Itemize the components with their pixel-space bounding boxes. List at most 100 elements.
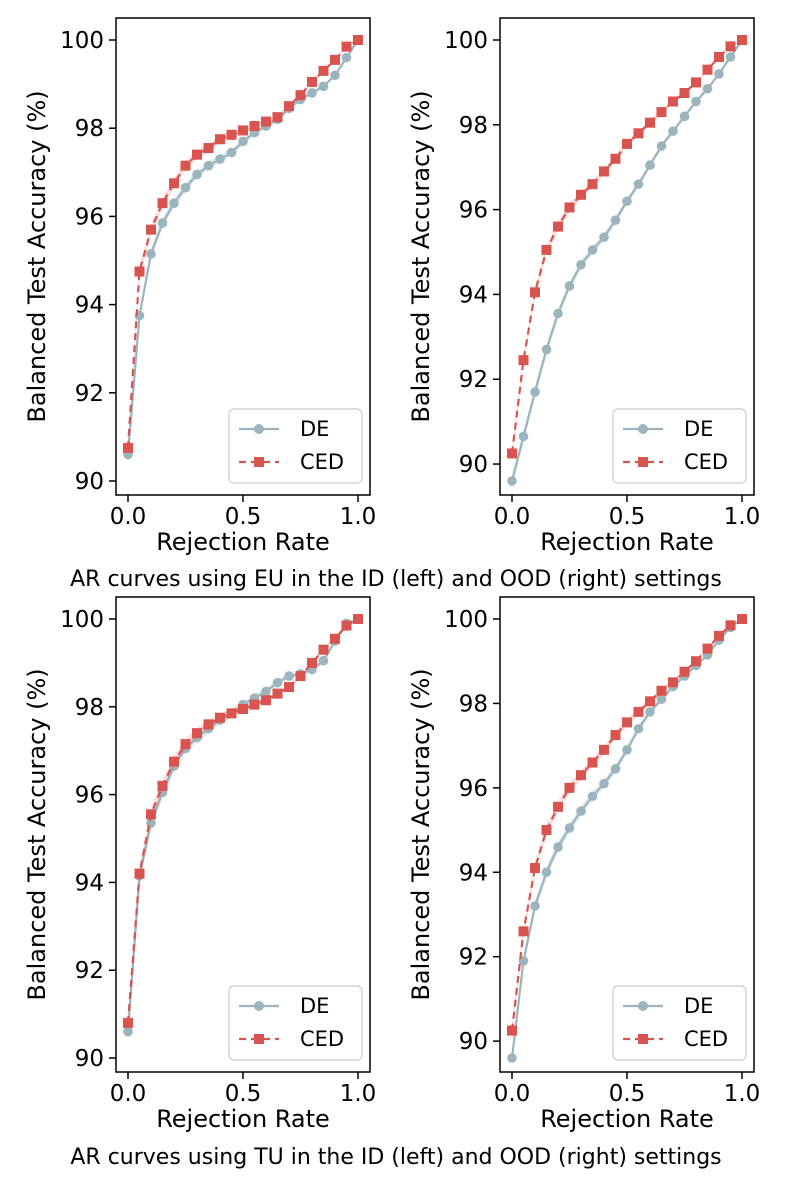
data-point-ced [203, 143, 214, 154]
data-point-ced [610, 730, 621, 741]
y-axis-title: Balanced Test Accuracy (%) [407, 90, 435, 422]
confidence-band-de [128, 619, 358, 1039]
data-point-de [656, 141, 667, 151]
panel-2: 90 92 94 96 98 100 0.0 0.5 1.0 Rejection Rate Bala… [407, 17, 760, 556]
data-point-ced [633, 128, 644, 139]
data-point-ced [169, 178, 179, 189]
data-point-ced [553, 221, 563, 232]
data-point-ced [599, 166, 609, 177]
data-point-ced [134, 868, 145, 879]
y-tick-label: 98 [75, 116, 104, 142]
data-point-de [307, 88, 317, 98]
data-point-ced [261, 695, 271, 706]
y-tick-label: 96 [459, 776, 488, 802]
data-point-de [192, 169, 202, 180]
legend: DE CED [612, 985, 747, 1061]
data-point-ced [295, 90, 306, 101]
x-tick-label: 0.5 [609, 504, 646, 530]
data-point-de [599, 778, 609, 789]
series-de [507, 35, 747, 487]
data-point-ced [192, 149, 202, 160]
legend: DE CED [228, 408, 363, 484]
y-tick-label: 92 [459, 367, 488, 393]
y-tick-label: 94 [75, 293, 104, 319]
legend-marker-de [254, 424, 264, 434]
data-point-ced [353, 35, 363, 45]
y-axis-title: Balanced Test Accuracy (%) [23, 668, 51, 1000]
data-point-de [530, 901, 540, 911]
y-tick-label: 90 [75, 1046, 104, 1072]
y-tick-label: 90 [459, 1029, 488, 1055]
y-tick-label: 98 [459, 691, 488, 717]
panel-4: 90 92 94 96 98 100 0.0 0.5 1.0 Rejection Rate Bala… [407, 596, 761, 1133]
legend-label-de: DE [684, 417, 713, 441]
x-tick-label: 0.0 [110, 1081, 147, 1107]
data-point-ced [679, 666, 690, 677]
legend-label-ced: CED [300, 450, 344, 474]
data-point-ced [691, 77, 701, 88]
data-point-ced [157, 780, 168, 791]
y-tick-label: 94 [459, 282, 488, 308]
series-de [123, 614, 363, 1039]
legend-marker-de [638, 424, 648, 434]
data-point-de [203, 160, 214, 171]
data-point-de [272, 677, 283, 688]
data-point-de [507, 476, 517, 486]
data-point-ced [656, 685, 667, 696]
data-point-de [576, 806, 586, 816]
legend-label-de: DE [684, 994, 713, 1018]
x-tick-label: 0.5 [225, 504, 262, 530]
data-point-ced [261, 116, 271, 127]
data-point-ced [587, 179, 598, 190]
data-point-ced [284, 101, 294, 112]
series-ced [507, 614, 747, 1038]
y-tick-label: 96 [75, 204, 104, 230]
data-point-ced [318, 644, 329, 655]
data-point-ced [714, 51, 724, 62]
data-point-ced [702, 64, 713, 75]
data-point-de [318, 655, 329, 666]
data-point-ced [656, 107, 667, 118]
data-point-ced [507, 448, 517, 459]
y-axis-title: Balanced Test Accuracy (%) [407, 668, 435, 1000]
data-point-ced [157, 198, 168, 209]
data-point-ced [123, 1017, 133, 1028]
data-point-ced [702, 643, 713, 654]
legend-marker-de [254, 1001, 264, 1011]
panel-3: 90 92 94 96 98 100 0.0 0.5 1.0 Rejection Rate Bala… [23, 596, 376, 1133]
x-tick-label: 0.0 [110, 504, 147, 530]
x-tick-label: 1.0 [724, 1081, 761, 1107]
data-point-ced [215, 712, 225, 723]
data-point-de [553, 308, 563, 319]
data-point-ced [146, 224, 156, 235]
data-point-de [610, 764, 621, 774]
series-line-ced [126, 618, 359, 1023]
data-point-de [725, 52, 736, 62]
x-tick-label: 0.0 [494, 504, 531, 530]
data-point-ced [737, 614, 747, 624]
data-point-de [238, 136, 248, 147]
data-point-de [157, 218, 168, 228]
data-point-ced [564, 782, 575, 793]
y-tick-label: 94 [459, 860, 488, 886]
y-axis-title: Balanced Test Accuracy (%) [23, 90, 51, 422]
legend-label-de: DE [300, 417, 329, 441]
legend: DE CED [612, 408, 747, 484]
data-point-ced [576, 189, 586, 200]
data-point-de [622, 745, 632, 755]
data-point-ced [134, 266, 145, 277]
data-point-ced [341, 620, 352, 631]
y-tick-label: 94 [75, 870, 104, 896]
data-point-ced [226, 708, 237, 719]
y-tick-label: 90 [75, 469, 104, 495]
legend-label-ced: CED [300, 1027, 344, 1051]
data-point-de [146, 249, 156, 259]
x-axis-title: Rejection Rate [156, 1105, 330, 1133]
data-point-de [530, 387, 540, 397]
data-point-ced [330, 54, 340, 65]
data-point-ced [238, 703, 248, 714]
y-tick-label: 92 [75, 381, 104, 407]
data-point-ced [215, 134, 225, 145]
series-de [507, 614, 747, 1065]
